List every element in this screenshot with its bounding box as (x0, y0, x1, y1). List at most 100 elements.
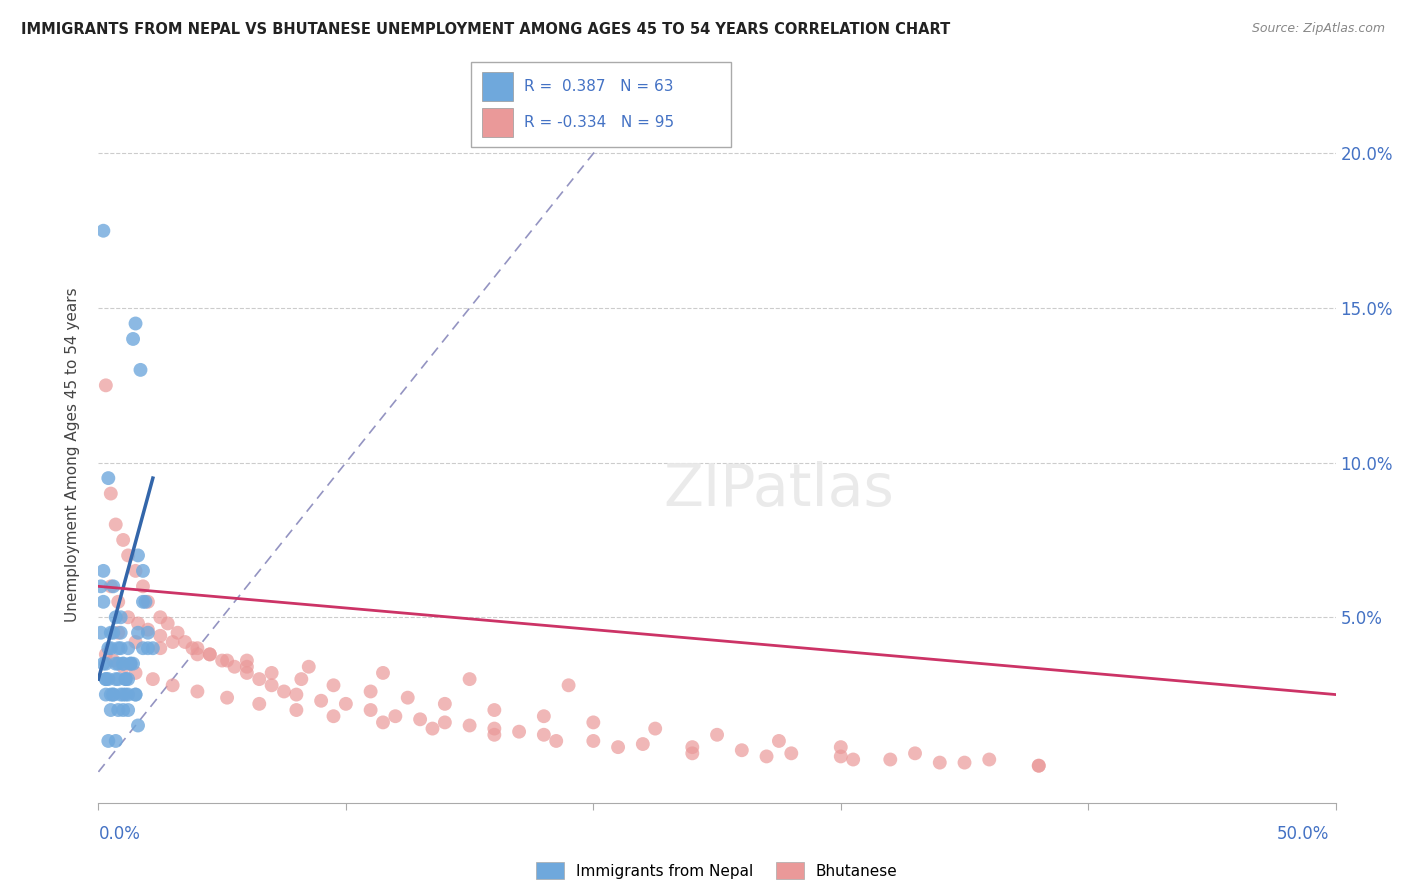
Point (433, 697, 456, 711)
Point (124, 688, 146, 702)
Point (97, 734, 120, 748)
Point (607, 740, 630, 755)
Point (136, 641, 159, 656)
Point (979, 752, 1001, 766)
Point (124, 317, 146, 331)
Point (260, 678, 283, 692)
Point (162, 635, 184, 649)
Point (142, 641, 165, 656)
Point (94, 378, 117, 392)
Point (100, 486, 122, 500)
Point (557, 678, 579, 692)
Point (384, 709, 406, 723)
Text: 50.0%: 50.0% (1277, 825, 1329, 843)
Point (322, 678, 344, 692)
Point (117, 549, 139, 563)
Point (186, 641, 208, 656)
Point (755, 749, 778, 764)
Point (136, 595, 159, 609)
Point (224, 659, 246, 673)
Point (100, 641, 122, 656)
Point (107, 641, 129, 656)
Point (830, 740, 852, 755)
Point (409, 712, 432, 726)
Point (97, 672, 120, 686)
Point (103, 625, 125, 640)
Point (322, 709, 344, 723)
Point (114, 688, 136, 702)
Point (93, 657, 115, 671)
Point (273, 684, 295, 698)
Point (112, 657, 135, 671)
Point (162, 678, 184, 692)
Point (360, 703, 382, 717)
Point (433, 715, 456, 730)
Point (335, 697, 357, 711)
Point (211, 654, 233, 668)
Point (100, 579, 122, 593)
Text: Source: ZipAtlas.com: Source: ZipAtlas.com (1251, 22, 1385, 36)
Point (97, 641, 120, 656)
Point (132, 579, 155, 593)
Point (186, 648, 208, 662)
Point (127, 718, 149, 732)
Point (112, 533, 135, 547)
Point (103, 688, 125, 702)
Point (110, 625, 132, 640)
Point (309, 694, 332, 708)
Point (100, 688, 122, 702)
Point (104, 610, 127, 624)
Point (290, 672, 312, 686)
Text: ZIPatlas: ZIPatlas (664, 461, 894, 518)
Point (181, 641, 204, 656)
Point (93, 595, 115, 609)
Point (107, 672, 129, 686)
Text: R = -0.334   N = 95: R = -0.334 N = 95 (524, 115, 675, 130)
Point (371, 715, 394, 730)
Point (1028, 758, 1050, 772)
Point (681, 740, 703, 755)
Point (104, 517, 127, 532)
Point (97, 471, 120, 485)
Point (156, 616, 179, 631)
Point (236, 665, 259, 680)
Point (104, 734, 127, 748)
Point (107, 595, 129, 609)
Point (371, 665, 394, 680)
Point (94, 657, 117, 671)
Point (582, 715, 605, 730)
Point (458, 672, 481, 686)
Point (396, 690, 419, 705)
Point (112, 659, 135, 673)
Point (166, 625, 188, 640)
Point (112, 688, 135, 702)
Point (928, 756, 950, 770)
Point (110, 610, 132, 624)
Point (533, 728, 555, 742)
Point (768, 734, 790, 748)
Point (142, 672, 165, 686)
Point (127, 616, 149, 631)
Point (112, 657, 135, 671)
Point (422, 722, 444, 736)
Point (117, 672, 139, 686)
Point (136, 623, 159, 637)
Point (458, 718, 481, 732)
Point (112, 703, 135, 717)
Point (285, 688, 308, 702)
Point (247, 672, 270, 686)
Point (100, 625, 122, 640)
Point (842, 752, 865, 766)
Point (103, 688, 125, 702)
Point (124, 688, 146, 702)
Point (114, 672, 136, 686)
Point (134, 595, 156, 609)
Point (186, 684, 208, 698)
Point (120, 657, 142, 671)
Point (107, 657, 129, 671)
Point (217, 654, 239, 668)
Point (217, 690, 239, 705)
Point (198, 648, 221, 662)
Point (117, 688, 139, 702)
Point (706, 728, 728, 742)
